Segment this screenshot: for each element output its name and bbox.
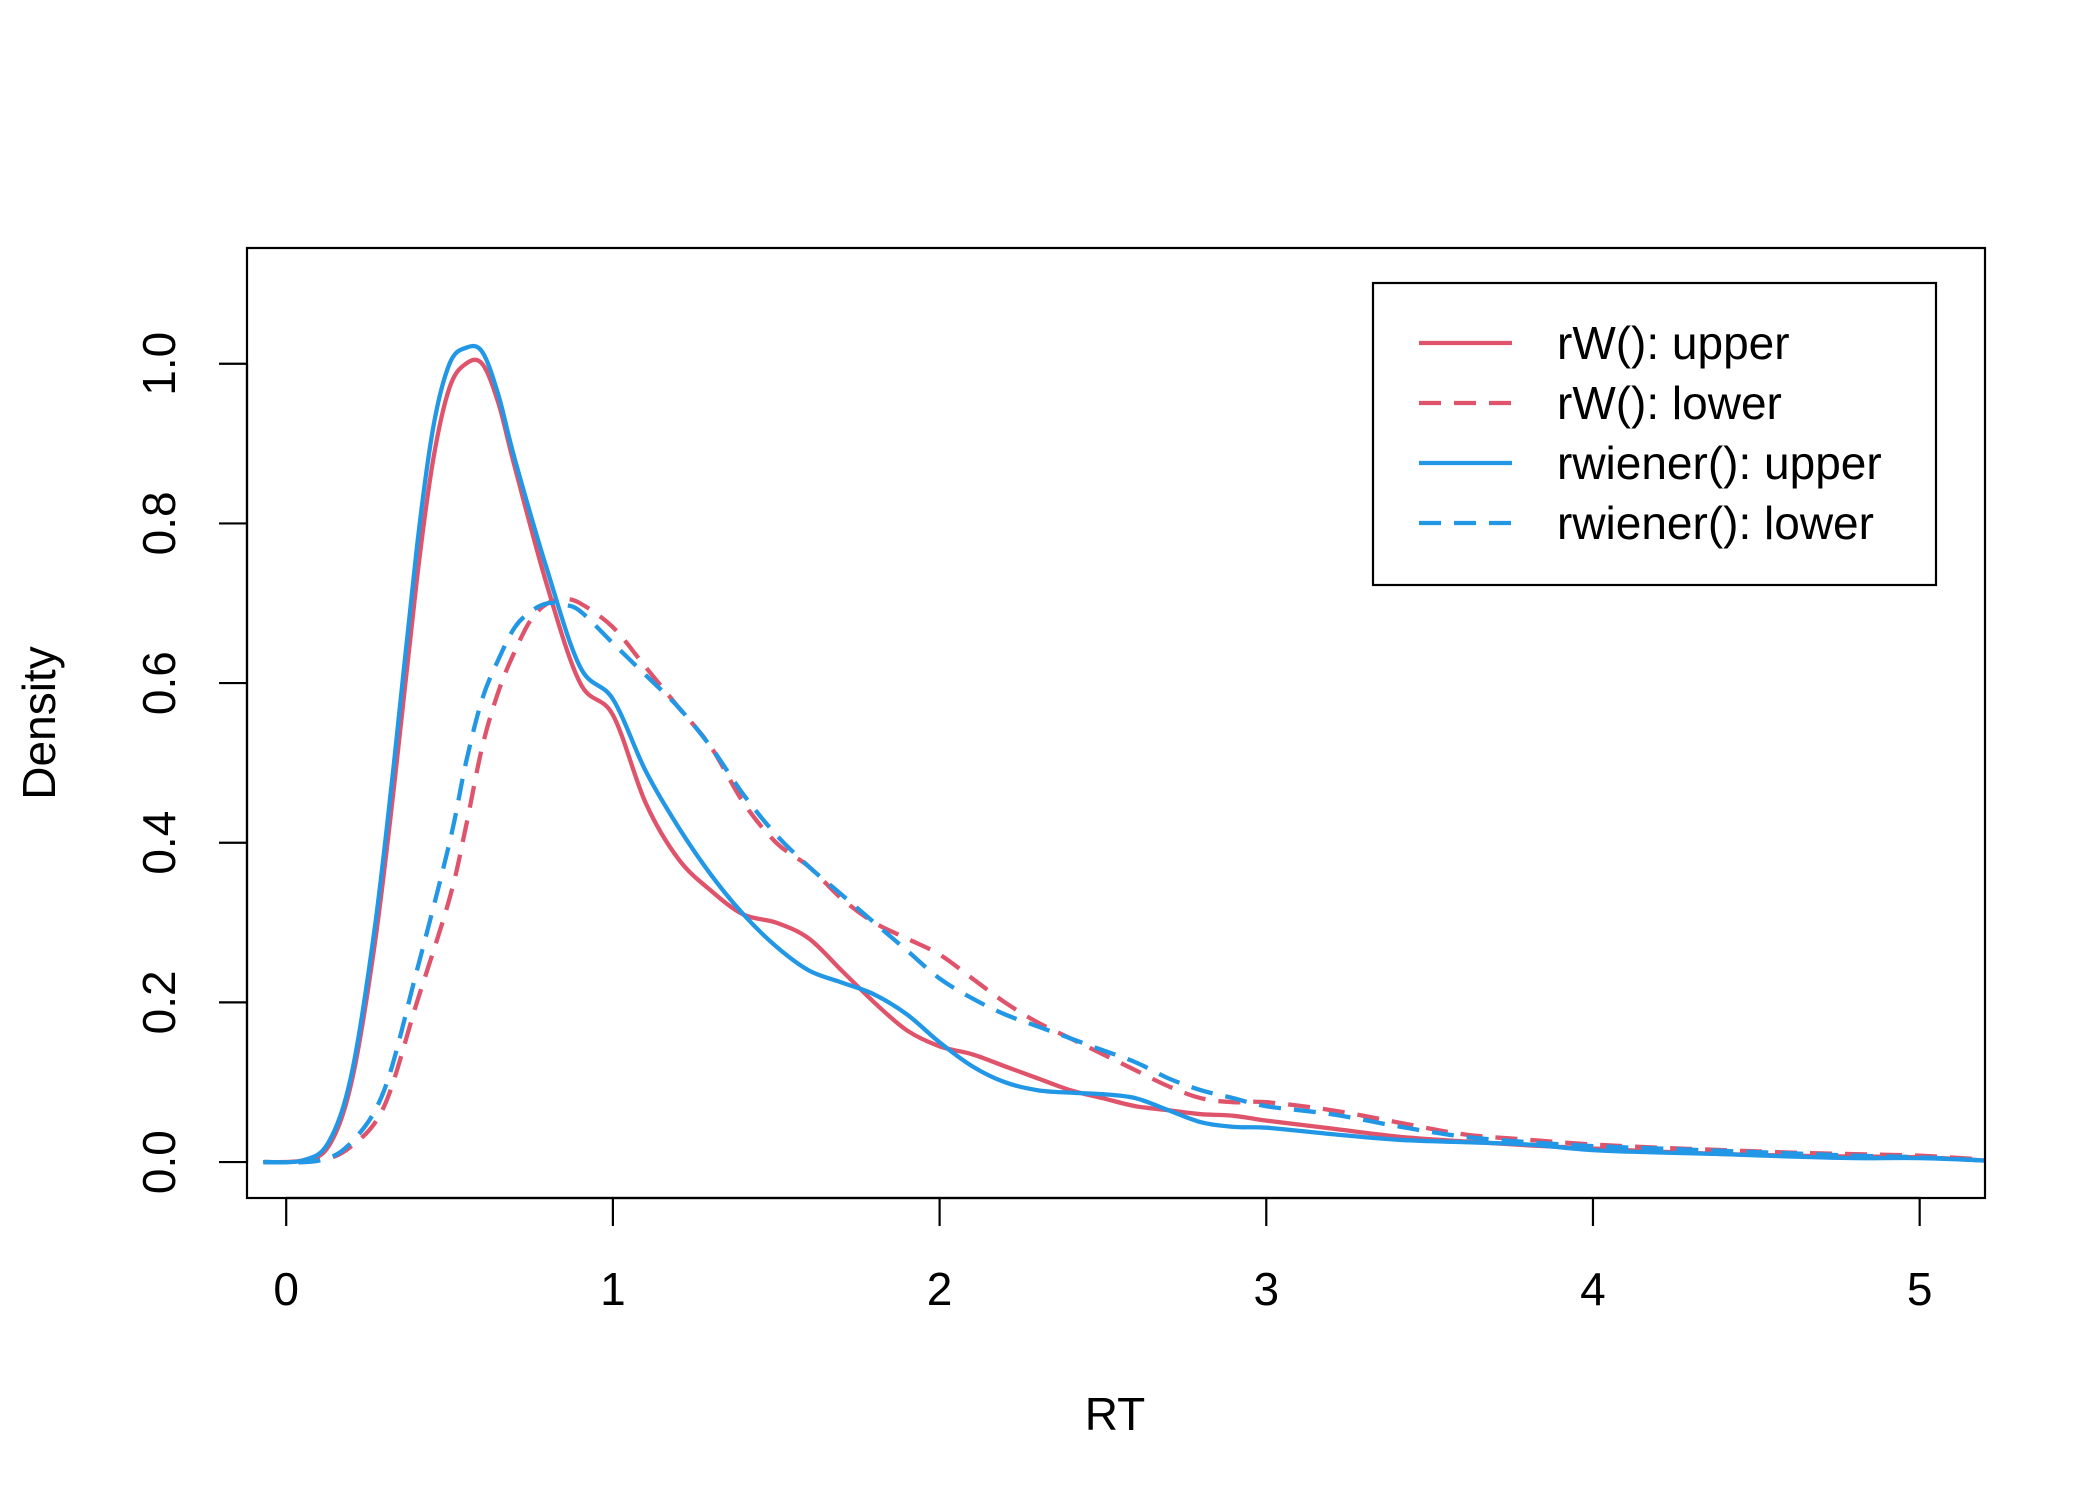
- y-tick-label: 0.6: [133, 651, 185, 715]
- series-line-rw-lower: [263, 597, 1986, 1165]
- legend: rW(): upper rW(): lower rwiener(): upper rw…: [1371, 281, 1938, 587]
- x-tick-label: 5: [1907, 1263, 1933, 1315]
- x-tick-label: 4: [1580, 1263, 1606, 1315]
- x-tick-label: 3: [1253, 1263, 1279, 1315]
- y-axis-label: Density: [13, 646, 65, 799]
- legend-label-rw-lower: rW(): lower: [1557, 377, 1782, 429]
- x-tick-label: 2: [927, 1263, 953, 1315]
- legend-label-rwiener-lower: rwiener(): lower: [1557, 497, 1874, 549]
- legend-label-rwiener-upper: rwiener(): upper: [1557, 437, 1882, 489]
- y-tick-label: 0.8: [133, 491, 185, 555]
- plot-lines: [263, 343, 1986, 1165]
- legend-box: [1371, 281, 1938, 587]
- y-tick-label: 0.2: [133, 970, 185, 1034]
- y-tick-label: 0.4: [133, 811, 185, 875]
- series-line-rwiener-lower: [263, 600, 1986, 1165]
- y-tick-label: 1.0: [133, 332, 185, 396]
- legend-label-rw-upper: rW(): upper: [1557, 317, 1790, 369]
- series-line-rwiener-upper: [263, 343, 1986, 1165]
- y-axis: 0.0 0.2 0.4 0.6 0.8 1.0: [133, 332, 249, 1194]
- y-tick-label: 0.0: [133, 1130, 185, 1194]
- legend-entries: rW(): upper rW(): lower rwiener(): upper rw…: [1419, 317, 1882, 549]
- x-axis-label: RT: [1085, 1388, 1146, 1440]
- x-tick-label: 0: [273, 1263, 299, 1315]
- x-tick-label: 1: [600, 1263, 626, 1315]
- x-axis: 0 1 2 3 4 5: [273, 1196, 1933, 1315]
